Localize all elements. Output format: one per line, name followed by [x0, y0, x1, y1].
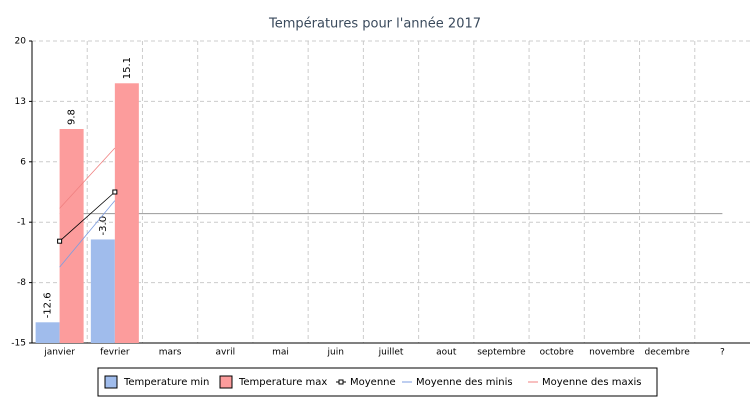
y-tick-label: -8	[17, 278, 26, 288]
legend-label: Moyenne des maxis	[542, 377, 642, 388]
x-tick-label: aout	[436, 348, 457, 358]
x-tick-label: mai	[272, 348, 289, 358]
x-tick-label: mars	[159, 348, 182, 358]
bar	[90, 239, 115, 343]
x-tick-label: novembre	[589, 348, 635, 358]
data-label: -12.6	[43, 292, 54, 318]
data-label: 9.8	[67, 109, 78, 125]
legend-swatch	[104, 375, 118, 389]
chart-title: Températures pour l'année 2017	[268, 17, 481, 32]
legend-box	[97, 367, 658, 397]
bar	[35, 322, 60, 343]
data-label: -3.0	[98, 216, 109, 236]
x-tick-label: septembre	[477, 348, 526, 358]
data-label: 15.1	[122, 57, 133, 79]
x-tick-label: juillet	[378, 348, 404, 358]
bar	[114, 83, 139, 343]
x-tick-label: juin	[327, 348, 344, 358]
y-tick-label: -15	[11, 339, 26, 349]
legend-label: Temperature max	[238, 377, 327, 388]
y-tick-label: 13	[15, 97, 26, 107]
line	[59, 147, 116, 209]
x-tick-label: ?	[720, 348, 725, 358]
legend-label: Moyenne	[350, 377, 396, 388]
y-tick-label: 20	[15, 37, 27, 47]
x-tick-label: decembre	[645, 348, 691, 358]
marker	[57, 238, 63, 244]
line	[59, 200, 116, 268]
x-tick-label: janvier	[43, 348, 75, 358]
legend-label: Moyenne des minis	[416, 377, 513, 388]
legend-swatch	[219, 375, 233, 389]
legend-marker	[338, 379, 344, 385]
x-tick-label: fevrier	[100, 348, 130, 358]
y-tick-label: -1	[17, 218, 26, 228]
x-tick-label: octobre	[540, 348, 575, 358]
x-tick-label: avril	[216, 348, 236, 358]
legend-label: Temperature min	[123, 377, 209, 388]
bar	[59, 129, 84, 343]
y-tick-label: 6	[20, 157, 26, 167]
marker	[112, 189, 118, 195]
line	[59, 191, 116, 242]
